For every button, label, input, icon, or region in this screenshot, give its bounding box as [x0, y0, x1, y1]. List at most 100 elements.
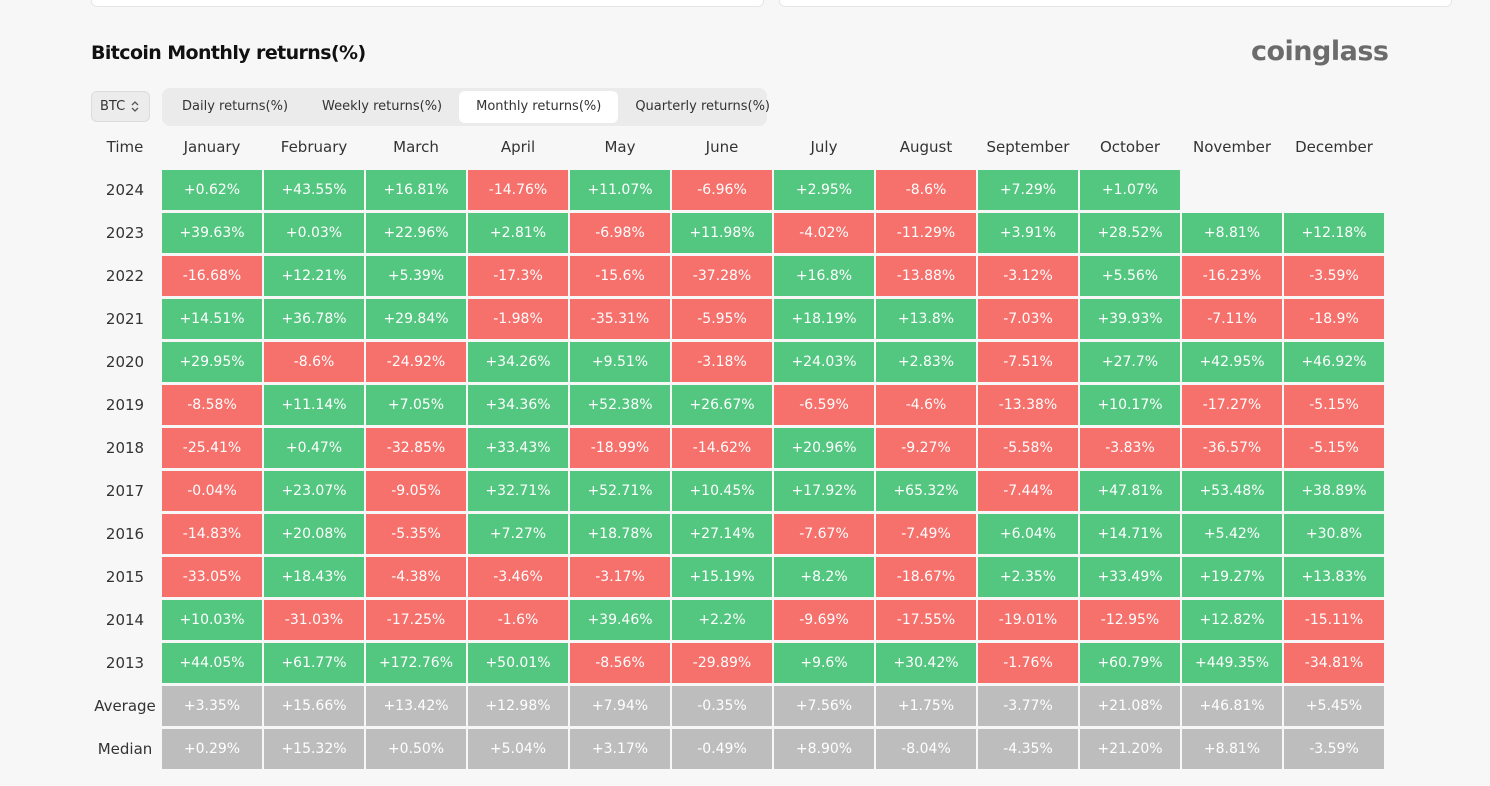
summary-cell: +12.98% — [468, 686, 568, 726]
return-cell: +15.19% — [672, 557, 772, 597]
return-cell: +61.77% — [264, 643, 364, 683]
return-cell: +449.35% — [1182, 643, 1282, 683]
return-cell: -17.27% — [1182, 385, 1282, 425]
summary-cell: +3.17% — [570, 729, 670, 769]
return-cell: +8.81% — [1182, 213, 1282, 253]
summary-cell: +3.35% — [162, 686, 262, 726]
return-cell: +36.78% — [264, 299, 364, 339]
return-cell: +27.14% — [672, 514, 772, 554]
tab-quarterly-returns[interactable]: Quarterly returns(%) — [635, 99, 771, 114]
return-cell: -19.01% — [978, 600, 1078, 640]
return-cell: -9.69% — [774, 600, 874, 640]
return-cell: -3.59% — [1284, 256, 1384, 296]
return-cell: -4.38% — [366, 557, 466, 597]
return-cell: +18.19% — [774, 299, 874, 339]
return-cell: +17.92% — [774, 471, 874, 511]
return-cell: -5.15% — [1284, 385, 1384, 425]
return-cell: -7.44% — [978, 471, 1078, 511]
return-cell: -14.83% — [162, 514, 262, 554]
return-cell: -0.04% — [162, 471, 262, 511]
tab-daily-returns[interactable]: Daily returns(%) — [182, 99, 289, 114]
return-cell: +38.89% — [1284, 471, 1384, 511]
summary-cell: -3.77% — [978, 686, 1078, 726]
return-cell: -18.67% — [876, 557, 976, 597]
summary-cell: -0.49% — [672, 729, 772, 769]
summary-cell: +21.20% — [1080, 729, 1180, 769]
summary-cell: -8.04% — [876, 729, 976, 769]
return-cell: -5.58% — [978, 428, 1078, 468]
top-card-left — [91, 0, 764, 7]
return-cell: +5.42% — [1182, 514, 1282, 554]
summary-cell: +0.29% — [162, 729, 262, 769]
return-cell: -11.29% — [876, 213, 976, 253]
return-cell: -12.95% — [1080, 600, 1180, 640]
month-header: May — [604, 138, 636, 156]
return-cell: +9.6% — [774, 643, 874, 683]
return-cell: -7.49% — [876, 514, 976, 554]
return-cell: -24.92% — [366, 342, 466, 382]
year-label: 2021 — [105, 310, 145, 328]
return-cell: -34.81% — [1284, 643, 1384, 683]
top-card-right — [779, 0, 1452, 7]
return-cell: +14.51% — [162, 299, 262, 339]
year-label: 2019 — [105, 396, 145, 414]
return-cell: -18.9% — [1284, 299, 1384, 339]
return-cell: +16.81% — [366, 170, 466, 210]
month-header: March — [393, 138, 439, 156]
return-cell: +28.52% — [1080, 213, 1180, 253]
return-cell: -8.6% — [264, 342, 364, 382]
return-cell: +65.32% — [876, 471, 976, 511]
return-cell: +23.07% — [264, 471, 364, 511]
return-cell: +39.63% — [162, 213, 262, 253]
return-cell: -9.05% — [366, 471, 466, 511]
return-cell: +11.07% — [570, 170, 670, 210]
return-cell: +30.8% — [1284, 514, 1384, 554]
return-cell: +19.27% — [1182, 557, 1282, 597]
return-cell: +13.83% — [1284, 557, 1384, 597]
return-cell: +26.67% — [672, 385, 772, 425]
summary-cell: +8.90% — [774, 729, 874, 769]
return-cell: -3.46% — [468, 557, 568, 597]
month-header: February — [280, 138, 348, 156]
return-cell: -5.35% — [366, 514, 466, 554]
return-cell: -8.58% — [162, 385, 262, 425]
return-cell: -7.03% — [978, 299, 1078, 339]
return-cell: +27.7% — [1080, 342, 1180, 382]
return-cell: +50.01% — [468, 643, 568, 683]
return-cell: +10.17% — [1080, 385, 1180, 425]
year-label: 2022 — [105, 267, 145, 285]
return-cell: +29.95% — [162, 342, 262, 382]
return-cell: +39.93% — [1080, 299, 1180, 339]
summary-cell: +5.45% — [1284, 686, 1384, 726]
return-cell: -15.6% — [570, 256, 670, 296]
return-cell: -13.38% — [978, 385, 1078, 425]
month-header: December — [1295, 138, 1373, 156]
summary-cell: +13.42% — [366, 686, 466, 726]
return-cell: -1.98% — [468, 299, 568, 339]
year-label: 2013 — [105, 654, 145, 672]
summary-row-label: Average — [94, 697, 156, 715]
return-cell: +12.18% — [1284, 213, 1384, 253]
return-cell: -33.05% — [162, 557, 262, 597]
return-cell: +53.48% — [1182, 471, 1282, 511]
return-cell: +0.03% — [264, 213, 364, 253]
return-cell: -3.83% — [1080, 428, 1180, 468]
return-cell: +1.07% — [1080, 170, 1180, 210]
tab-monthly-returns[interactable]: Monthly returns(%) — [459, 91, 619, 123]
tab-weekly-returns[interactable]: Weekly returns(%) — [322, 99, 443, 114]
return-cell: -4.6% — [876, 385, 976, 425]
return-cell: -5.15% — [1284, 428, 1384, 468]
return-cell: -7.67% — [774, 514, 874, 554]
coin-select[interactable]: BTC — [91, 91, 150, 122]
summary-cell: +21.08% — [1080, 686, 1180, 726]
return-cell: +0.47% — [264, 428, 364, 468]
summary-cell: +46.81% — [1182, 686, 1282, 726]
return-cell: +11.98% — [672, 213, 772, 253]
return-cell: +2.2% — [672, 600, 772, 640]
return-cell: -18.99% — [570, 428, 670, 468]
return-cell: -13.88% — [876, 256, 976, 296]
return-cell: +2.83% — [876, 342, 976, 382]
return-cell: +13.8% — [876, 299, 976, 339]
return-cell: +3.91% — [978, 213, 1078, 253]
return-cell: +47.81% — [1080, 471, 1180, 511]
